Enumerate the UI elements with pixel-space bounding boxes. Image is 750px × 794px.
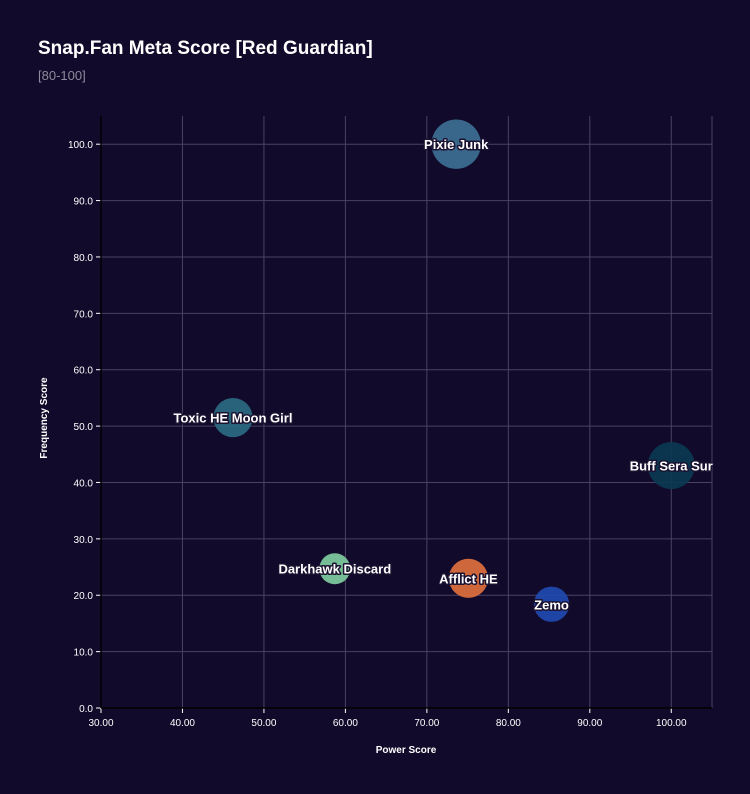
bubble-point[interactable] xyxy=(448,558,489,598)
chart-subtitle: [80-100] xyxy=(38,68,86,83)
bubble-label: Darkhawk Discard xyxy=(278,562,391,577)
x-tick-label: 40.00 xyxy=(170,718,195,729)
y-tick-label: 20.0 xyxy=(74,591,94,602)
y-tick-label: 40.0 xyxy=(74,478,94,489)
bubble-point[interactable] xyxy=(533,586,570,622)
x-tick-label: 60.00 xyxy=(333,718,358,729)
bubble-label: Zemo xyxy=(534,597,569,612)
x-tick-labels: 30.00 40.00 50.00 60.00 70.00 80.00 90.00 100.0… xyxy=(88,718,687,729)
x-tick-label: 90.00 xyxy=(577,718,602,729)
x-tick-label: 30.00 xyxy=(88,718,113,729)
y-axis-title: Frequency Score xyxy=(39,377,50,459)
bubble-point[interactable] xyxy=(319,553,351,585)
bubble-point[interactable] xyxy=(431,119,481,169)
x-tick-label: 70.00 xyxy=(414,718,439,729)
y-tick-label: 70.0 xyxy=(74,309,94,320)
y-tick-label: 90.0 xyxy=(74,197,94,208)
x-tick-label: 50.00 xyxy=(251,718,276,729)
bubble-point[interactable] xyxy=(213,398,253,438)
bubble-point[interactable] xyxy=(647,442,695,490)
bubble-label: Afflict HE xyxy=(439,571,498,586)
bubble-label: Buff Sera Sur xyxy=(630,459,713,474)
chart-title: Snap.Fan Meta Score [Red Guardian] xyxy=(38,38,373,59)
y-tick-label: 100.0 xyxy=(68,140,93,151)
grid-lines xyxy=(101,116,713,708)
bubble-labels: Pixie Junk Toxic HE Moon Girl Buff Sera Su… xyxy=(172,136,714,614)
y-tick-labels: 0.0 10.0 20.0 30.0 40.0 50.0 60.0 70.0 80.0 90.0 1… xyxy=(68,140,93,715)
axes xyxy=(96,116,712,713)
x-tick-label: 100.00 xyxy=(656,718,687,729)
y-tick-label: 30.0 xyxy=(74,535,94,546)
y-tick-label: 50.0 xyxy=(74,422,94,433)
y-tick-label: 0.0 xyxy=(79,704,93,715)
bubble-label: Toxic HE Moon Girl xyxy=(174,411,293,426)
y-tick-label: 80.0 xyxy=(74,253,94,264)
y-tick-label: 10.0 xyxy=(74,648,94,659)
y-tick-label: 60.0 xyxy=(74,366,94,377)
x-axis-title: Power Score xyxy=(376,745,437,756)
x-tick-label: 80.00 xyxy=(496,718,521,729)
bubble-label: Pixie Junk xyxy=(424,137,489,152)
bubbles xyxy=(213,119,695,622)
